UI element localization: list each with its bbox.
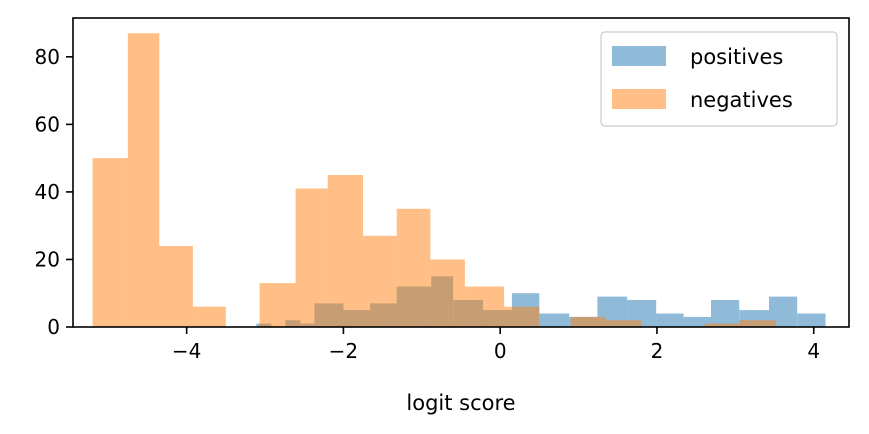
legend-swatch-negatives [612,89,666,109]
bar-negatives-2 [159,246,193,327]
bar-positives-16 [656,313,684,327]
y-tick-label-1: 20 [35,247,60,271]
bar-negatives-7 [327,175,363,327]
legend-label-positives: positives [690,45,783,69]
x-tick-label-0: −4 [172,339,201,363]
bar-positives-18 [711,300,740,327]
x-axis-label: logit score [406,391,515,415]
legend-swatch-positives [612,46,666,66]
bar-positives-17 [683,316,711,327]
y-tick-label-3: 60 [35,112,60,136]
bar-positives-21 [797,313,826,327]
bar-negatives-11 [464,286,505,327]
bar-negatives-9 [396,208,431,327]
bar-negatives-3 [192,306,226,327]
plot-frame [72,17,850,328]
bar-negatives-1 [127,33,160,327]
legend: positives negatives [600,31,838,127]
y-tick-label-2: 40 [35,180,60,204]
y-tick-label-0: 0 [47,315,60,339]
bars-layer [92,33,826,327]
x-tick-label-3: 2 [651,339,664,363]
y-tick-label-4: 80 [35,45,60,69]
bar-negatives-0 [92,158,128,327]
bar-negatives-18 [739,320,777,327]
x-tick-label-4: 4 [807,339,820,363]
bar-negatives-8 [363,235,397,327]
bar-negatives-15 [605,320,642,327]
bar-negatives-14 [570,316,606,327]
x-tick-label-2: 0 [494,339,507,363]
bar-negatives-5 [259,283,296,327]
bar-negatives-6 [295,188,328,327]
bar-negatives-10 [430,259,465,327]
legend-label-negatives: negatives [690,88,793,112]
bar-negatives-12 [504,306,540,327]
bar-negatives-17 [704,323,740,327]
x-tick-label-1: −2 [329,339,358,363]
bar-positives-12 [539,313,570,327]
